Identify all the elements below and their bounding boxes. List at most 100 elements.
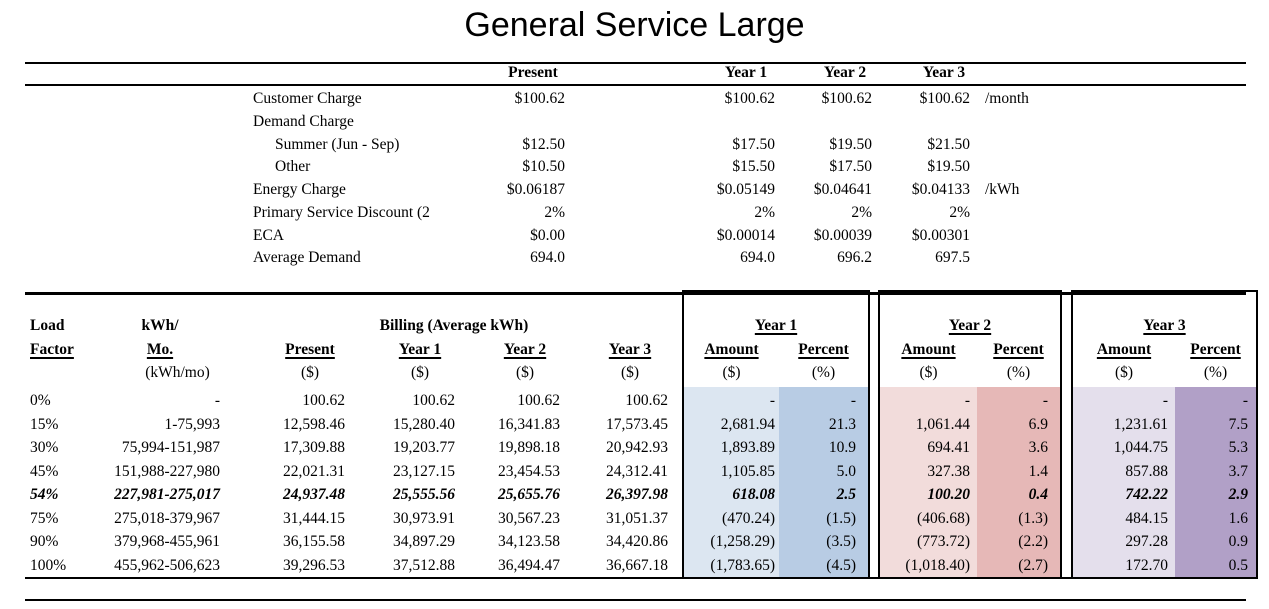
year1-percent-cell: 21.3 <box>828 415 856 433</box>
year2-amount-unit: ($) <box>919 364 938 381</box>
rate-value: $19.50 <box>927 158 970 176</box>
year2-percent-unit: (%) <box>1006 364 1031 381</box>
load-factor-cell: 100% <box>30 556 67 574</box>
billing-cell: 30,973.91 <box>393 509 455 527</box>
year2-percent-cell: - <box>1042 392 1048 409</box>
load-header-line1: Load <box>30 317 65 334</box>
rate-value: $0.00014 <box>716 226 775 244</box>
year1-amount-cell: 2,681.94 <box>720 415 775 433</box>
billing-cell: 36,155.58 <box>283 533 345 550</box>
year3-amount-unit: ($) <box>1114 364 1134 381</box>
rate-col-header-present: Present <box>508 64 558 81</box>
rate-col-header-year3: Year 3 <box>922 64 966 81</box>
billing-cell: 100.62 <box>412 392 455 409</box>
divider-bottom-2 <box>25 599 1246 601</box>
rate-value: $21.50 <box>927 135 970 153</box>
billing-col-header-year1: Year 1 <box>398 341 442 358</box>
year1-amount-cell: 1,105.85 <box>720 462 775 480</box>
rate-col-header-year1: Year 1 <box>724 64 768 81</box>
year1-percent-cell: (1.5) <box>826 509 856 527</box>
year1-amount-cell: (1,258.29) <box>710 533 775 550</box>
rate-value: 2% <box>949 203 970 221</box>
year1-amount-cell: 618.08 <box>732 486 775 503</box>
rate-value: $100.62 <box>724 90 775 107</box>
year3-percent-unit: (%) <box>1203 364 1228 381</box>
kwh-range-cell: - <box>214 392 220 409</box>
rate-value: 2% <box>544 203 565 221</box>
billing-col-header-year2: Year 2 <box>503 341 547 358</box>
year2-percent-header: Percent <box>993 341 1044 358</box>
rate-value: $0.00301 <box>911 226 970 244</box>
rate-value: $15.50 <box>732 158 775 176</box>
kwh-range-cell: 1-75,993 <box>164 415 220 433</box>
rate-value: $0.00039 <box>813 226 872 244</box>
load-factor-cell: 15% <box>30 415 59 433</box>
billing-cell: 34,897.29 <box>393 533 455 550</box>
year1-percent-cell: 5.0 <box>836 462 856 480</box>
year3-percent-cell: 0.9 <box>1228 533 1248 550</box>
rate-value: 694.0 <box>530 249 565 267</box>
year2-percent-shade <box>977 387 1060 577</box>
year2-amount-cell: 694.41 <box>927 439 970 456</box>
year2-percent-cell: 1.4 <box>1028 462 1048 480</box>
rate-row-label: Energy Charge <box>253 181 346 198</box>
billing-cell: 25,655.76 <box>498 486 560 503</box>
year1-amount-cell: 1,893.89 <box>720 439 775 456</box>
year3-percent-cell: 1.6 <box>1228 509 1248 527</box>
billing-cell: 36,667.18 <box>606 556 668 574</box>
rate-value: $100.62 <box>821 90 872 107</box>
load-factor-cell: 30% <box>30 439 59 456</box>
load-header-line2: Factor <box>30 341 74 358</box>
billing-cell: 100.62 <box>625 392 668 409</box>
billing-cell: 100.62 <box>302 392 345 409</box>
billing-col-header-present: Present <box>285 341 335 358</box>
year1-percent-header: Percent <box>798 341 849 358</box>
year3-percent-cell: 3.7 <box>1228 462 1248 480</box>
kwh-range-cell: 275,018-379,967 <box>114 509 220 527</box>
billing-cell: 100.62 <box>517 392 560 409</box>
rate-value: 2% <box>754 203 775 221</box>
billing-cell: 17,573.45 <box>606 415 668 433</box>
kwh-header-line2: Mo. <box>146 341 174 358</box>
year2-amount-cell: - <box>964 392 970 409</box>
year3-percent-shade <box>1175 387 1256 577</box>
year3-percent-cell: 5.3 <box>1228 439 1248 456</box>
billing-cell: 34,123.58 <box>498 533 560 550</box>
billing-cell: 30,567.23 <box>498 509 560 527</box>
billing-cell: 19,898.18 <box>498 439 560 456</box>
divider-bottom-1 <box>25 577 1246 579</box>
billing-unit-year2: ($) <box>515 364 535 381</box>
rate-value: $12.50 <box>522 135 565 153</box>
kwh-header-line1: kWh/ <box>141 317 179 334</box>
rate-row-label: Demand Charge <box>253 112 354 130</box>
year3-percent-cell: 7.5 <box>1228 415 1248 433</box>
divider-rate-top <box>25 62 1246 64</box>
year3-percent-cell: - <box>1242 392 1248 409</box>
kwh-range-cell: 227,981-275,017 <box>114 486 220 503</box>
rate-value: $0.05149 <box>716 181 775 198</box>
rate-row-label: ECA <box>253 226 284 244</box>
year1-percent-shade <box>779 387 868 577</box>
year2-amount-shade <box>880 387 977 577</box>
billing-cell: 22,021.31 <box>283 462 345 480</box>
year2-percent-cell: 3.6 <box>1028 439 1048 456</box>
year1-amount-cell: (470.24) <box>722 509 775 527</box>
billing-cell: 16,341.83 <box>498 415 560 433</box>
page-title: General Service Large <box>464 6 805 44</box>
billing-cell: 37,512.88 <box>393 556 455 574</box>
rate-value: $17.50 <box>732 135 775 153</box>
rate-value: $0.00 <box>530 226 565 244</box>
billing-col-header-year3: Year 3 <box>608 341 652 358</box>
rate-value: 696.2 <box>837 249 872 267</box>
rate-value: 694.0 <box>740 249 775 267</box>
billing-cell: 23,127.15 <box>393 462 455 480</box>
rate-value: $17.50 <box>829 158 872 176</box>
year1-percent-cell: (3.5) <box>826 533 856 550</box>
year1-amount-cell: - <box>769 392 775 409</box>
kwh-header-line3: (kWh/mo) <box>145 364 210 381</box>
kwh-range-cell: 75,994-151,987 <box>121 439 220 456</box>
year2-amount-cell: (406.68) <box>917 509 970 527</box>
rate-value: $10.50 <box>522 158 565 176</box>
rate-value: 2% <box>851 203 872 221</box>
billing-cell: 36,494.47 <box>498 556 560 574</box>
